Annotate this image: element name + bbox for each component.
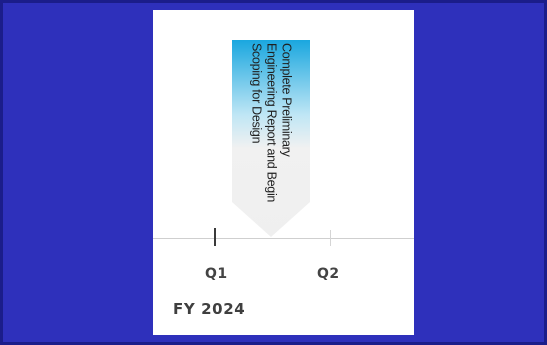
- quarter-label-q2: Q2: [317, 266, 340, 282]
- tick-q1-marker: [214, 228, 216, 246]
- milestone-arrow-shape: [232, 40, 310, 237]
- timeline-panel: Complete Preliminary Engineering Report …: [153, 10, 414, 335]
- timeline-axis: [153, 238, 414, 239]
- milestone-label: Complete Preliminary Engineering Report …: [249, 43, 294, 203]
- milestone-callout[interactable]: Complete Preliminary Engineering Report …: [232, 40, 310, 237]
- fiscal-year-label: FY 2024: [173, 300, 246, 318]
- tick-q2-marker: [330, 230, 331, 246]
- quarter-label-q1: Q1: [205, 266, 228, 282]
